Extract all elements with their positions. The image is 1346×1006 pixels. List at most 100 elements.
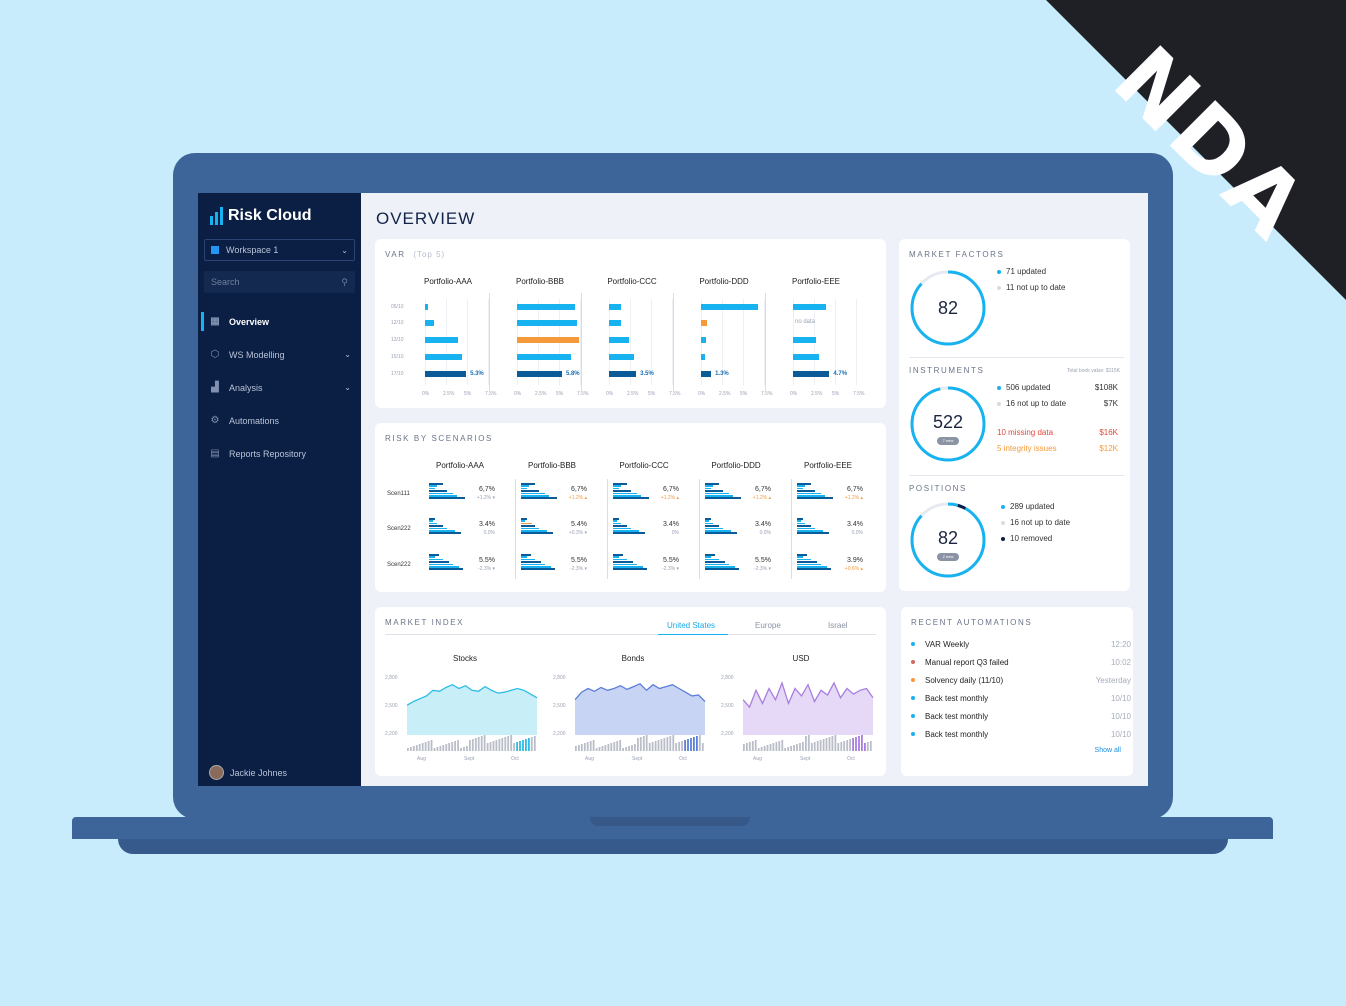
market-factors-gauge xyxy=(910,270,986,346)
workspace-select[interactable]: Workspace 1 ⌄ xyxy=(204,239,355,261)
scenario-portfolio-name: Portfolio-AAA xyxy=(435,461,485,470)
axis-tick: 0% xyxy=(422,391,430,397)
scenario-bar xyxy=(521,563,545,566)
scenario-value: 6,7% xyxy=(571,486,587,493)
automation-item[interactable]: Back test monthly 10/10 xyxy=(911,707,1131,725)
position-legend-item: 10 removed xyxy=(1001,534,1052,543)
section-divider xyxy=(909,357,1124,358)
scenario-bar xyxy=(797,492,821,495)
app-logo[interactable]: Risk Cloud xyxy=(210,207,312,225)
volume-bar xyxy=(816,741,819,751)
gridline xyxy=(743,299,744,385)
volume-bar xyxy=(864,743,866,751)
series-area xyxy=(575,683,705,735)
scenario-bar xyxy=(429,532,461,534)
volume-bar xyxy=(628,746,630,751)
volume-bar xyxy=(607,744,610,751)
scenario-bar xyxy=(705,487,711,490)
scenario-bar xyxy=(705,485,713,487)
axis-tick: 0% xyxy=(606,391,614,397)
market-chart-stocks xyxy=(407,683,538,751)
user-profile[interactable]: Jackie Johnes xyxy=(209,765,287,780)
scenario-delta: +1.2% ▴ xyxy=(752,495,771,501)
legend-label: 11 not up to date xyxy=(1006,283,1066,292)
scenario-bar xyxy=(429,558,443,561)
axis-tick: 5% xyxy=(648,391,656,397)
date-label: 17/10 xyxy=(391,371,404,377)
scenario-bar xyxy=(797,530,823,532)
market-factors-value: 82 xyxy=(937,298,959,318)
position-legend-item: 289 updated xyxy=(1001,502,1055,511)
automation-item[interactable]: Back test monthly 10/10 xyxy=(911,725,1131,743)
scenario-bar xyxy=(705,554,715,556)
var-bar xyxy=(793,354,820,360)
scenario-delta: -2.3% ▾ xyxy=(478,566,495,572)
scenario-bar xyxy=(429,522,437,525)
positions-title: POSITIONS xyxy=(909,484,967,493)
automation-item[interactable]: Manual report Q3 failed 10:02 xyxy=(911,653,1131,671)
instrument-row: 5 integrity issues xyxy=(997,444,1057,453)
automation-item[interactable]: Solvency daily (11/10) Yesterday xyxy=(911,671,1131,689)
sidebar-item-analysis[interactable]: ▟ Analysis ⌄ xyxy=(198,371,361,404)
sidebar-item-ws-modelling[interactable]: ⬡ WS Modelling ⌄ xyxy=(198,338,361,371)
factor-legend-item: 71 updated xyxy=(997,267,1046,276)
sidebar-item-reports-repository[interactable]: ▤ Reports Repository xyxy=(198,437,361,470)
market-chart-usd xyxy=(743,680,874,751)
status-dot xyxy=(911,642,915,646)
automation-item[interactable]: VAR Weekly 12:20 xyxy=(911,635,1131,653)
axis-tick: 2.5% xyxy=(627,391,639,397)
sidebar-item-overview[interactable]: ▦ Overview xyxy=(198,305,361,338)
y-tick: 2,800 xyxy=(721,675,734,681)
volume-bar xyxy=(622,748,624,751)
scenario-delta: +1.2% ▴ xyxy=(844,495,863,501)
instruments-value: 522 xyxy=(932,412,964,432)
scenario-value: 5.5% xyxy=(755,557,771,564)
volume-bar xyxy=(513,743,515,751)
automation-item[interactable]: Back test monthly 10/10 xyxy=(911,689,1131,707)
var-bar xyxy=(517,354,572,360)
x-tick: Sept xyxy=(464,756,475,762)
gridline xyxy=(488,299,489,385)
volume-bar xyxy=(772,743,775,751)
search-input[interactable]: Search ⚲ xyxy=(204,271,355,293)
clipboard-icon: ▤ xyxy=(210,448,220,459)
volume-bar xyxy=(595,748,598,751)
scenario-bar xyxy=(429,563,453,566)
volume-bar xyxy=(852,738,854,751)
sidebar-item-automations[interactable]: ⚙ Automations xyxy=(198,404,361,437)
scenario-bar xyxy=(613,568,647,570)
axis-tick: 7.5% xyxy=(669,391,681,397)
automation-label: Back test monthly xyxy=(925,711,989,721)
scenario-delta: -2.3% ▾ xyxy=(662,566,679,572)
scenario-bar xyxy=(705,483,719,485)
tab-europe[interactable]: Europe xyxy=(755,621,781,630)
avatar xyxy=(209,765,224,780)
volume-bar xyxy=(796,744,798,751)
automations-title: RECENT AUTOMATIONS xyxy=(911,618,1033,627)
column-divider xyxy=(489,293,490,393)
tab-united-states[interactable]: United States xyxy=(667,621,716,630)
scenario-delta: +0.3% ▾ xyxy=(568,530,587,536)
scenario-bar xyxy=(429,556,435,558)
scenario-delta: 0.0% xyxy=(483,530,495,536)
scenario-bar xyxy=(521,487,527,490)
automation-time: 10/10 xyxy=(1110,693,1131,703)
tab-israel[interactable]: Israel xyxy=(828,621,848,630)
volume-bar xyxy=(696,736,698,751)
instrument-value: $108K xyxy=(1094,383,1118,392)
var-highlight-bar xyxy=(517,371,562,377)
scenario-bar xyxy=(521,495,549,497)
column-divider xyxy=(699,479,700,579)
volume-bar xyxy=(528,738,530,751)
gridline xyxy=(722,299,723,385)
scenario-bar xyxy=(429,561,449,563)
scenario-bar xyxy=(705,520,709,522)
volume-bar xyxy=(457,740,459,751)
show-all-link[interactable]: Show all xyxy=(1094,747,1121,754)
scenario-value: 5.5% xyxy=(571,557,587,564)
scenario-label: Scen222 xyxy=(387,526,411,532)
legend-dot xyxy=(1001,536,1005,541)
volume-bar xyxy=(693,737,695,751)
volume-bar xyxy=(869,741,872,751)
var-portfolio-name: Portfolio-BBB xyxy=(515,277,565,286)
